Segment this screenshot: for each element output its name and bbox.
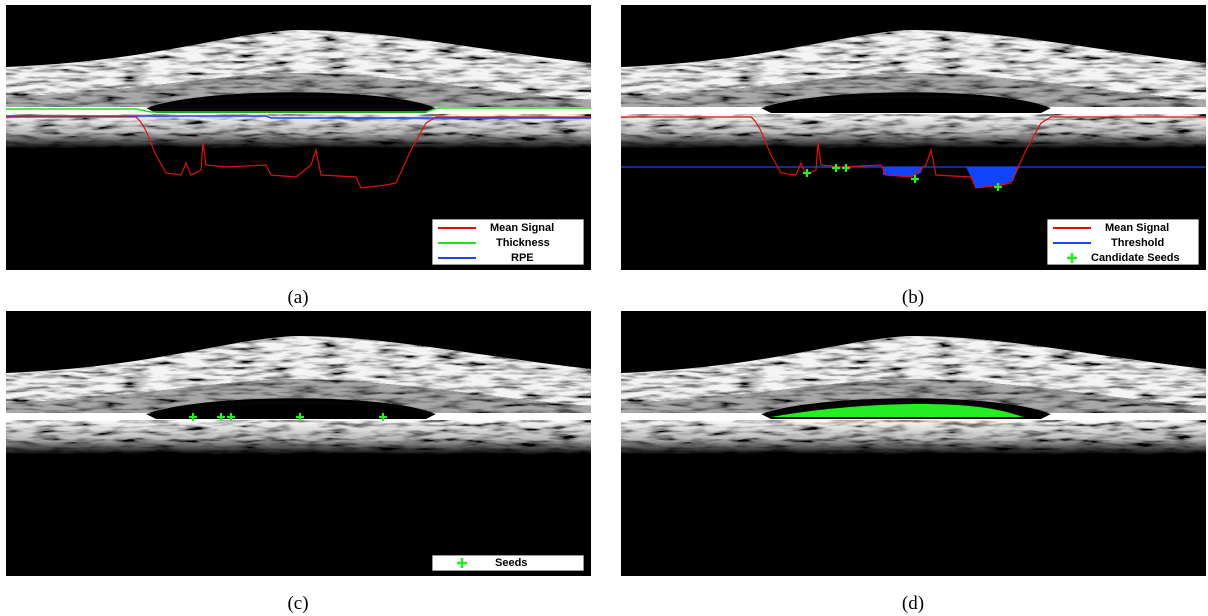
- caption: (d): [902, 593, 924, 614]
- caption: (c): [287, 593, 308, 614]
- figure: Mean Signal Thickness RPE (a) Mean Signa…: [0, 0, 1208, 616]
- legend-label: Thickness: [496, 237, 550, 249]
- legend-label: Mean Signal: [1105, 222, 1169, 234]
- caption: (a): [287, 287, 308, 308]
- caption: (b): [902, 287, 924, 308]
- legend-label: Seeds: [495, 557, 527, 569]
- legend-label: Candidate Seeds: [1091, 252, 1180, 264]
- panel-d: [621, 311, 1206, 576]
- legend-label: RPE: [511, 252, 534, 264]
- panel-b: Mean Signal Threshold Candidate Seeds: [621, 5, 1206, 270]
- legend-label: Threshold: [1111, 237, 1164, 249]
- panel-c: Seeds: [6, 311, 591, 576]
- legend-label: Mean Signal: [490, 222, 554, 234]
- panel-a: Mean Signal Thickness RPE: [6, 5, 591, 270]
